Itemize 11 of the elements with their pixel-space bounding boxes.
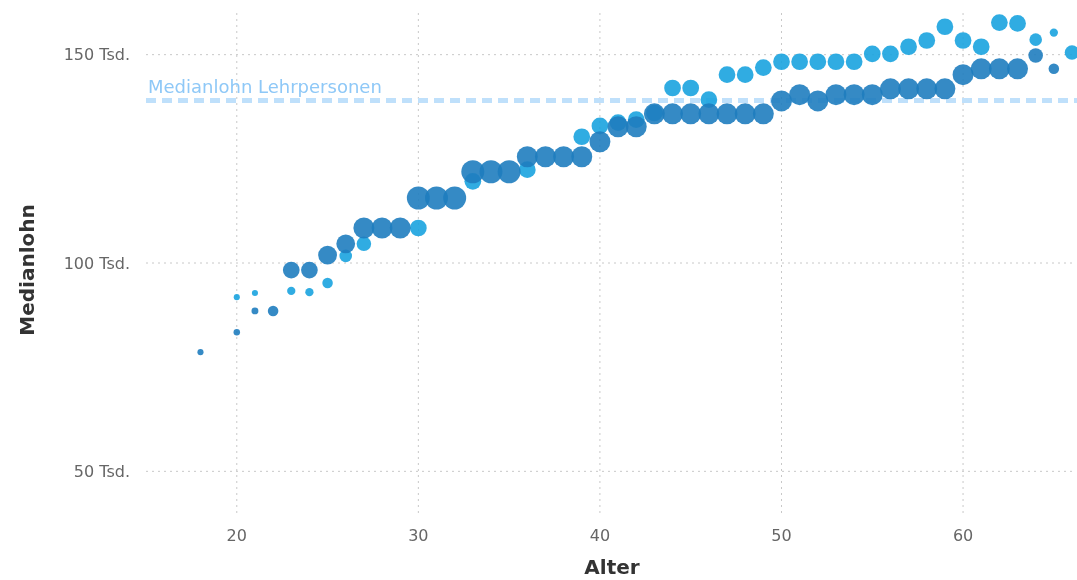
y-tick-label: 50 Tsd. [73, 461, 130, 481]
x-tick-label: 20 [226, 526, 247, 545]
ref-line-label: Medianlohn Lehrpersonen [148, 75, 382, 97]
x-tick-label: 40 [589, 526, 611, 545]
y-tick-label: 100 Tsd. [63, 253, 130, 273]
x-tick-label: 60 [952, 526, 974, 545]
x-axis-title: Alter [584, 555, 640, 579]
x-tick-label: 50 [771, 526, 792, 545]
x-tick-label: 30 [408, 526, 429, 545]
y-tick-label: 150 Tsd. [63, 45, 130, 65]
y-axis-title: Medianlohn [15, 204, 39, 336]
